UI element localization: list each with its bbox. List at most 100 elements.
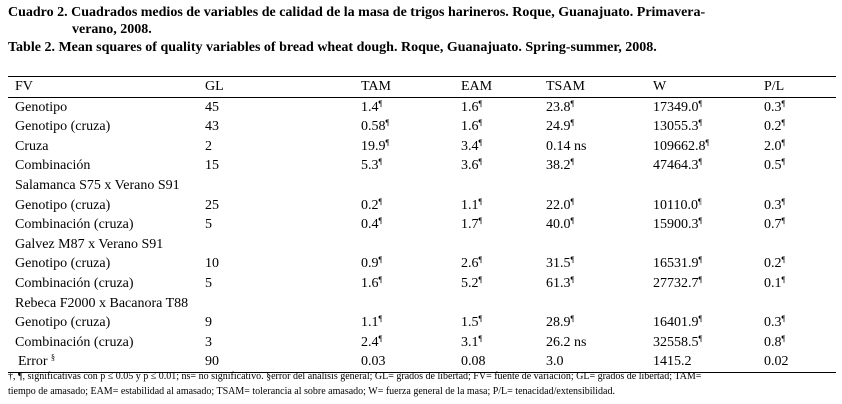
table-row: Combinación 15 5.3¶ 3.6¶ 38.2¶ 47464.3¶ 0.5¶: [8, 156, 836, 176]
column-header: TAM: [361, 77, 461, 98]
cell-pl: 2.0¶: [764, 137, 786, 154]
table-row: Cruza 2 19.9¶ 3.4¶ 0.14 ns 109662.8¶ 2.0¶: [8, 137, 836, 157]
cell-w: 10110.0¶: [653, 196, 702, 213]
significance-mark: ¶: [478, 333, 483, 343]
significance-mark: ¶: [478, 314, 483, 324]
cell-tsam: 28.9¶: [546, 314, 575, 331]
significance-mark: ¶: [478, 137, 483, 147]
significance-mark: ¶: [570, 98, 575, 108]
cell-tam: 5.3¶: [361, 157, 383, 174]
significance-mark: ¶: [781, 157, 786, 167]
cell-fv: Genotipo (cruza): [15, 119, 111, 135]
table-caption: Cuadro 2. Cuadrados medios de variables …: [8, 4, 836, 56]
cell-fv: Combinación (cruza): [15, 334, 134, 350]
significance-mark: ¶: [698, 333, 703, 343]
cell-tam: 1.6¶: [361, 274, 383, 291]
caption-english: Table 2. Mean squares of quality variabl…: [8, 40, 657, 55]
significance-mark: ¶: [781, 255, 786, 265]
significance-mark: ¶: [378, 216, 383, 226]
cell-tam: 0.2¶: [361, 196, 383, 213]
column-header: P/L: [764, 77, 836, 98]
cell-eam: 1.1¶: [461, 196, 483, 213]
significance-mark: ¶: [478, 196, 483, 206]
significance-mark: ¶: [698, 157, 703, 167]
significance-mark: ¶: [478, 98, 483, 108]
cell-eam: 1.7¶: [461, 216, 483, 233]
significance-mark: ¶: [385, 137, 390, 147]
significance-mark: ¶: [698, 216, 703, 226]
significance-mark: ¶: [378, 333, 383, 343]
column-header: W: [653, 77, 764, 98]
cell-tam: 2.4¶: [361, 333, 383, 350]
column-header: FV: [8, 77, 205, 98]
significance-mark: ¶: [378, 255, 383, 265]
significance-mark: ¶: [570, 255, 575, 265]
significance-mark: ¶: [570, 196, 575, 206]
cell-tsam: 23.8¶: [546, 98, 575, 115]
caption-spanish-line1: Cuadro 2. Cuadrados medios de variables …: [8, 5, 706, 20]
table-row: Error § 90 0.03 0.08 3.0 1415.2 0.02: [8, 352, 836, 373]
cell-gl: 5: [205, 275, 212, 291]
cell-gl: 9: [205, 315, 212, 331]
caption-spanish: Cuadro 2. Cuadrados medios de variables …: [8, 4, 836, 38]
cell-pl: 0.2¶: [764, 255, 786, 272]
cell-tsam: 22.0¶: [546, 196, 575, 213]
significance-mark: ¶: [781, 196, 786, 206]
significance-mark: ¶: [570, 274, 575, 284]
significance-mark: ¶: [781, 274, 786, 284]
group-row: Galvez M87 x Verano S91: [8, 235, 836, 255]
table-row: Genotipo (cruza) 25 0.2¶ 1.1¶ 22.0¶ 10110.0¶…: [8, 196, 836, 216]
cell-fv: Combinación (cruza): [15, 217, 134, 233]
footnote-line1: †, ¶, significativas con p ≤ 0.05 y p ≤ …: [8, 371, 702, 382]
significance-mark: ¶: [478, 255, 483, 265]
cell-pl: 0.3¶: [764, 314, 786, 331]
cell-fv: Genotipo: [15, 99, 68, 115]
cell-fv: Combinación (cruza): [15, 275, 134, 291]
cell-tsam: 3.0: [546, 352, 653, 373]
cell-w: 1415.2: [653, 352, 764, 373]
significance-mark: ¶: [781, 333, 786, 343]
cell-pl: 0.7¶: [764, 216, 786, 233]
significance-mark: ¶: [698, 118, 703, 128]
cell-w: 16531.9¶: [653, 255, 703, 272]
significance-mark: ¶: [781, 98, 786, 108]
cell-pl: 0.3¶: [764, 196, 786, 213]
significance-mark: ¶: [570, 157, 575, 167]
significance-mark: ¶: [781, 118, 786, 128]
group-label: Salamanca S75 x Verano S91: [15, 177, 180, 193]
cell-gl: 25: [205, 197, 219, 213]
cell-pl: 0.5¶: [764, 157, 786, 174]
significance-mark: ¶: [478, 274, 483, 284]
significance-mark: ¶: [781, 314, 786, 324]
column-header: EAM: [461, 77, 546, 98]
cell-w: 27732.7¶: [653, 274, 703, 291]
significance-mark: ¶: [698, 98, 703, 108]
cell-w: 17349.0¶: [653, 98, 703, 115]
cell-tsam: 38.2¶: [546, 157, 575, 174]
cell-tsam: 0.14 ns: [546, 138, 587, 154]
cell-eam: 0.08: [461, 352, 546, 373]
cell-tam: 0.58¶: [361, 118, 390, 135]
cell-eam: 3.4¶: [461, 137, 483, 154]
cell-w: 47464.3¶: [653, 157, 703, 174]
cell-tam: 19.9¶: [361, 137, 390, 154]
cell-gl: 10: [205, 256, 219, 272]
table-body: Genotipo 45 1.4¶ 1.6¶ 23.8¶ 17349.0¶ 0.3¶ Geno…: [8, 97, 836, 373]
cell-fv: Genotipo (cruza): [15, 256, 111, 272]
significance-mark: §: [51, 353, 56, 363]
cell-tsam: 24.9¶: [546, 118, 575, 135]
cell-gl: 43: [205, 119, 219, 135]
table-row: Genotipo (cruza) 43 0.58¶ 1.6¶ 24.9¶ 13055.3…: [8, 117, 836, 137]
cell-tsam: 40.0¶: [546, 216, 575, 233]
cell-gl: 90: [205, 352, 361, 373]
cell-tam: 0.03: [361, 352, 461, 373]
cell-gl: 2: [205, 138, 212, 154]
group-label: Galvez M87 x Verano S91: [15, 236, 164, 252]
significance-mark: ¶: [478, 118, 483, 128]
cell-eam: 5.2¶: [461, 274, 483, 291]
table-row: Combinación (cruza) 5 1.6¶ 5.2¶ 61.3¶ 27732.…: [8, 274, 836, 294]
cell-gl: 5: [205, 217, 212, 233]
significance-mark: ¶: [698, 255, 703, 265]
mean-squares-table: FV GL TAM EAM TSAM W P/L Genotipo 45 1.4¶ 1.6¶ 23…: [8, 77, 836, 373]
cell-eam: 3.1¶: [461, 333, 483, 350]
